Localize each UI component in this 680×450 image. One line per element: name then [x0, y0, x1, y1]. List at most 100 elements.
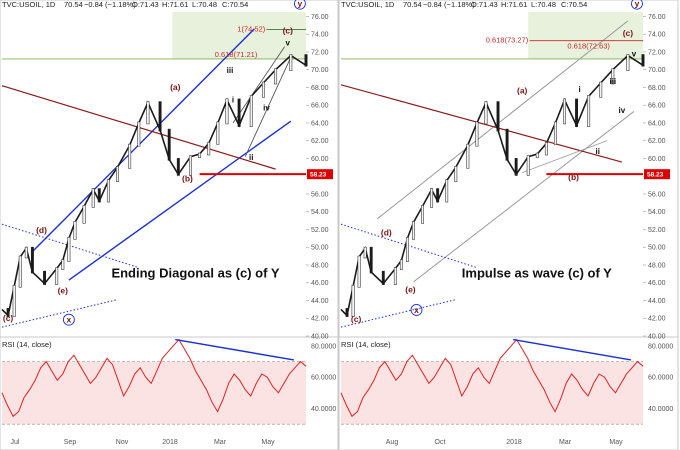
p2-quote-open: O:71.43	[471, 0, 498, 9]
p2-rsi-line	[340, 338, 644, 418]
p2-x-tick-label: Mar	[559, 439, 572, 446]
p2-quote-last: 70.54	[403, 0, 422, 9]
p1-candle-mark	[106, 179, 110, 203]
p1-candle-mark	[73, 221, 77, 240]
p2-rsi-tick-label: 80.0000	[648, 343, 673, 350]
p1-candle-mark	[207, 142, 211, 156]
p1-y-tick-label: 48.00	[311, 262, 329, 269]
p1-candle-mark	[304, 54, 308, 67]
p1-candle-mark	[158, 101, 162, 132]
p2-y-tick-label: 72.00	[648, 49, 666, 56]
p1-quote-close: C:70.54	[222, 0, 248, 9]
p2-wave-label-6: x	[414, 305, 419, 315]
p2-y-tick-label: 76.00	[648, 14, 666, 21]
p2-wave-label-8: i	[578, 85, 580, 94]
p1-rsi-tick-label: 80.0000	[311, 343, 336, 350]
p2-rsi-title: RSI (14, close)	[341, 340, 391, 349]
p2-candle-mark	[357, 255, 361, 288]
p1-wave-label-9: ii	[249, 153, 253, 162]
p1-candle-mark	[30, 246, 34, 274]
p2-y-tick-label: 70.00	[648, 67, 666, 74]
p2-y-tick-label: 46.00	[648, 280, 666, 287]
p1-candle-mark	[128, 143, 132, 169]
p1-wave-label-1: (b)	[182, 174, 193, 184]
p1-rsi-band	[2, 361, 306, 425]
p1-y-tick-label: 44.00	[311, 298, 329, 305]
p2-candle-mark	[544, 142, 548, 156]
p1-wave-label-0: (a)	[170, 82, 181, 92]
p2-y-tick-label: 44.00	[648, 298, 666, 305]
p1-dotted-upper	[1, 223, 139, 269]
p2-candle-mark	[475, 121, 479, 147]
p1-wave-label-6: x	[67, 315, 72, 325]
p2-candle-mark	[535, 152, 539, 158]
p1-wave-circle	[293, 0, 306, 10]
p2-y-tick-label: 50.00	[648, 245, 666, 252]
p2-candle-mark	[454, 166, 458, 182]
p2-wave-label-1: (b)	[568, 172, 579, 182]
p2-candle-mark	[599, 81, 603, 98]
p2-rsi-tick-label: 40.0000	[648, 406, 673, 413]
p1-candle-mark	[261, 81, 265, 98]
p2-fib-label-07327: 0.618(73.27)	[486, 36, 529, 45]
p1-wave-label-8: i	[232, 96, 234, 105]
p2-y-tick-label: 56.00	[648, 191, 666, 198]
p1-candle-mark	[189, 155, 192, 176]
p2-candle-mark	[405, 237, 409, 262]
p2-quote-low: L:70.48	[531, 0, 556, 9]
p1-diagonal-lower	[244, 57, 292, 157]
p2-quote-change: −0.84 (−1.18%)	[423, 0, 475, 9]
p2-y-tick-label: 52.00	[648, 227, 666, 234]
p1-y-tick-label: 72.00	[311, 49, 329, 56]
p2-candle-mark	[526, 155, 530, 176]
p1-candle-mark	[18, 255, 22, 288]
p2-wave-label-0: (a)	[517, 86, 528, 96]
p2-wave-label-4: (e)	[405, 285, 416, 295]
p2-rsi-band	[341, 361, 643, 425]
p1-candle-mark	[249, 95, 253, 127]
p2-candle-mark	[611, 68, 615, 85]
p2-candle-mark	[430, 188, 434, 208]
p1-quote-low: L:70.48	[192, 0, 217, 9]
p2-header-symbol: TVC:USOIL, 1D	[341, 0, 395, 9]
p1-price-tag-bg	[307, 169, 333, 180]
p2-rsi-tick-label: 60.0000	[648, 375, 673, 382]
p1-candle-mark	[91, 188, 95, 208]
p1-quote-high: H:71.61	[162, 0, 188, 9]
p1-y-tick-label: 66.00	[311, 103, 329, 110]
p1-y-tick-label: 54.00	[311, 209, 329, 216]
p1-header-symbol: TVC:USOIL, 1D	[2, 0, 56, 9]
p2-resistance-line	[340, 84, 623, 163]
p1-candle-mark	[146, 101, 150, 125]
p2-y-tick-label: 68.00	[648, 85, 666, 92]
p1-x-tick-label: Mar	[214, 439, 227, 446]
p1-candle-mark	[43, 270, 47, 285]
p1-rsi-tick-label: 40.0000	[311, 406, 336, 413]
p2-x-tick-label: 2018	[506, 439, 522, 446]
p2-wave-label-10: iii	[609, 77, 616, 86]
p1-fib-label-1: 1(74.52)	[237, 25, 265, 34]
p2-candle-mark	[553, 121, 557, 145]
p2-target-zone	[528, 12, 643, 59]
p2-quote-close: C:70.54	[561, 0, 587, 9]
p2-dotted-upper	[340, 223, 478, 269]
p2-candle-mark	[563, 98, 566, 125]
p1-wave-label-7: y	[298, 0, 303, 9]
p1-candle-mark	[137, 121, 141, 147]
p2-candle-mark	[626, 54, 630, 71]
p1-y-tick-label: 40.00	[311, 334, 329, 341]
p1-x-tick-label: Sep	[64, 439, 77, 446]
p2-x-tick-label: May	[609, 439, 623, 446]
p2-channel-inner-line	[522, 140, 607, 174]
p1-wave-label-4: (e)	[58, 285, 69, 295]
p1-quote-change: −0.84 (−1.18%)	[84, 0, 136, 9]
p2-candle-mark	[587, 95, 591, 127]
p1-annotation-text: Ending Diagonal as (c) of Y	[111, 265, 279, 280]
p2-candle-mark	[514, 158, 518, 176]
p1-wave-label-3: (d)	[36, 225, 47, 235]
p2-upper-channel-line	[376, 20, 629, 220]
p1-y-tick-label: 50.00	[311, 245, 329, 252]
p2-y-tick-label: 66.00	[648, 103, 666, 110]
p2-wave-label-7: y	[635, 0, 640, 9]
p2-y-tick-label: 40.00	[648, 334, 666, 341]
